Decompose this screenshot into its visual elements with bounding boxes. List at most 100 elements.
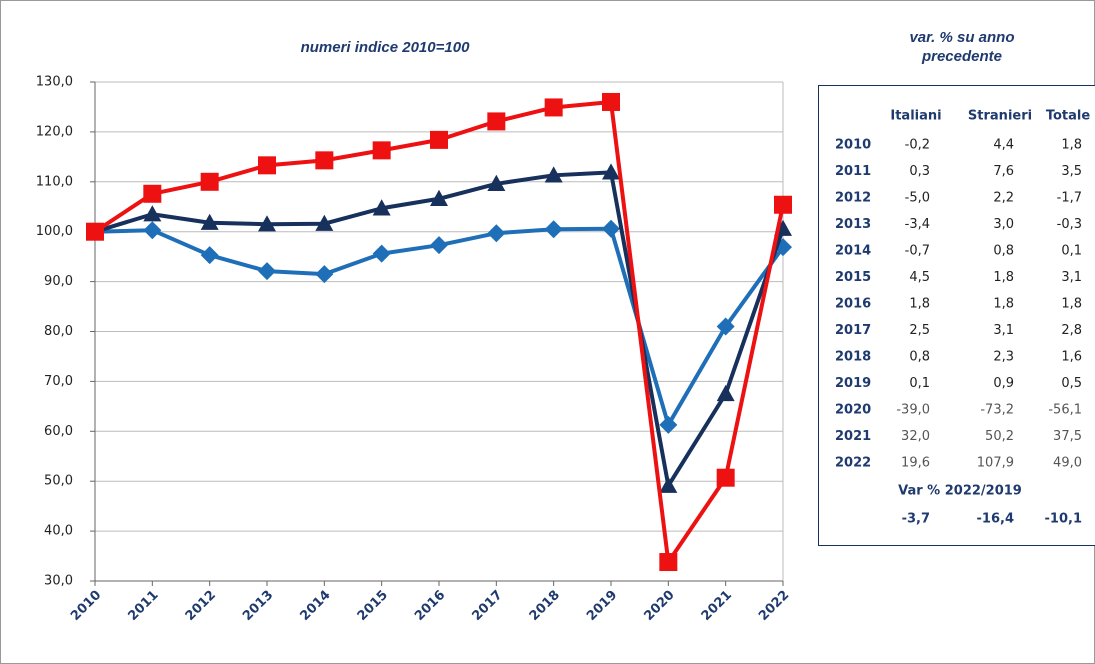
table-cell: 0,3 bbox=[909, 164, 930, 179]
row-year: 2022 bbox=[835, 456, 871, 471]
marker bbox=[659, 553, 678, 572]
y-tick-label: 70,0 bbox=[44, 374, 73, 389]
marker bbox=[372, 141, 391, 160]
footer-value: -16,4 bbox=[977, 512, 1014, 527]
marker bbox=[86, 222, 104, 241]
chart-title: numeri indice 2010=100 bbox=[301, 39, 471, 56]
table-title: var. % su anno bbox=[909, 29, 1014, 46]
marker bbox=[602, 163, 620, 180]
row-year: 2017 bbox=[835, 323, 871, 338]
table-cell: -56,1 bbox=[1048, 403, 1082, 418]
y-tick-label: 80,0 bbox=[44, 324, 73, 339]
marker bbox=[430, 130, 448, 149]
marker bbox=[716, 384, 735, 402]
marker bbox=[487, 174, 506, 191]
marker bbox=[143, 184, 162, 203]
row-year: 2012 bbox=[835, 191, 871, 206]
y-tick-label: 30,0 bbox=[44, 574, 73, 589]
y-tick-label: 130,0 bbox=[36, 75, 73, 90]
table-cell: -0,3 bbox=[1057, 217, 1082, 232]
table-cell: 1,8 bbox=[909, 297, 930, 312]
table-cell: 1,8 bbox=[1061, 138, 1082, 153]
marker bbox=[430, 189, 448, 206]
table-cell: -3,4 bbox=[905, 217, 930, 232]
table-cell: -1,7 bbox=[1057, 191, 1082, 206]
row-year: 2015 bbox=[835, 270, 871, 285]
table-header: Totale bbox=[1046, 109, 1091, 124]
marker bbox=[258, 262, 276, 281]
table-cell: 2,3 bbox=[993, 350, 1014, 365]
marker bbox=[430, 236, 448, 255]
table-cell: 19,6 bbox=[901, 456, 930, 471]
table-cell: 2,2 bbox=[993, 191, 1014, 206]
table-cell: 0,9 bbox=[993, 376, 1014, 391]
y-tick-label: 120,0 bbox=[36, 124, 73, 139]
marker bbox=[544, 166, 563, 183]
y-tick-label: 50,0 bbox=[44, 474, 73, 489]
marker bbox=[659, 415, 678, 434]
table-cell: 4,4 bbox=[993, 138, 1014, 153]
table-cell: 0,5 bbox=[1061, 376, 1082, 391]
table-cell: 3,1 bbox=[1061, 270, 1082, 285]
marker bbox=[716, 317, 735, 336]
table-header: Stranieri bbox=[968, 109, 1032, 124]
footer-title: Var % 2022/2019 bbox=[898, 484, 1022, 499]
table-cell: 1,8 bbox=[993, 297, 1014, 312]
row-year: 2020 bbox=[835, 403, 871, 418]
table-cell: 1,8 bbox=[993, 270, 1014, 285]
row-year: 2016 bbox=[835, 297, 871, 312]
table-cell: -39,0 bbox=[896, 403, 930, 418]
y-tick-label: 60,0 bbox=[44, 424, 73, 439]
table-cell: -0,2 bbox=[905, 138, 930, 153]
marker bbox=[258, 215, 276, 232]
marker bbox=[200, 246, 219, 265]
marker bbox=[487, 112, 506, 131]
table-cell: 2,8 bbox=[1061, 323, 1082, 338]
marker bbox=[315, 214, 334, 231]
table-box bbox=[818, 85, 1095, 546]
table-cell: 0,1 bbox=[909, 376, 930, 391]
row-year: 2018 bbox=[835, 350, 871, 365]
marker bbox=[716, 468, 735, 487]
table-cell: 3,0 bbox=[993, 217, 1014, 232]
table-cell: 0,8 bbox=[909, 350, 930, 365]
marker bbox=[544, 220, 563, 239]
table-cell: 7,6 bbox=[993, 164, 1014, 179]
marker bbox=[315, 151, 334, 170]
marker bbox=[774, 195, 792, 214]
table-cell: 37,5 bbox=[1053, 429, 1082, 444]
footer-value: -3,7 bbox=[902, 512, 930, 527]
marker bbox=[659, 476, 678, 493]
table-title: precedente bbox=[921, 48, 1002, 65]
y-tick-label: 90,0 bbox=[44, 274, 73, 289]
marker bbox=[258, 156, 276, 175]
marker bbox=[315, 265, 334, 284]
table-cell: 0,8 bbox=[993, 244, 1014, 259]
y-tick-label: 110,0 bbox=[36, 174, 73, 189]
row-year: 2014 bbox=[835, 244, 871, 259]
marker bbox=[200, 213, 219, 230]
table-cell: 0,1 bbox=[1061, 244, 1082, 259]
row-year: 2013 bbox=[835, 217, 871, 232]
row-year: 2019 bbox=[835, 376, 871, 391]
marker bbox=[372, 199, 391, 216]
row-year: 2011 bbox=[835, 164, 871, 179]
table-cell: -73,2 bbox=[980, 403, 1014, 418]
marker bbox=[200, 172, 219, 191]
marker bbox=[143, 205, 162, 222]
marker bbox=[372, 244, 391, 263]
marker bbox=[544, 98, 563, 117]
table-cell: 32,0 bbox=[901, 429, 930, 444]
table-cell: -5,0 bbox=[905, 191, 930, 206]
table-cell: -0,7 bbox=[905, 244, 930, 259]
marker bbox=[143, 221, 162, 240]
table-cell: 1,6 bbox=[1061, 350, 1082, 365]
table-cell: 4,5 bbox=[909, 270, 930, 285]
marker bbox=[487, 224, 506, 243]
marker bbox=[602, 219, 620, 238]
table-cell: 50,2 bbox=[985, 429, 1014, 444]
y-tick-label: 40,0 bbox=[44, 524, 73, 539]
table-cell: 2,5 bbox=[909, 323, 930, 338]
y-tick-label: 100,0 bbox=[36, 224, 73, 239]
